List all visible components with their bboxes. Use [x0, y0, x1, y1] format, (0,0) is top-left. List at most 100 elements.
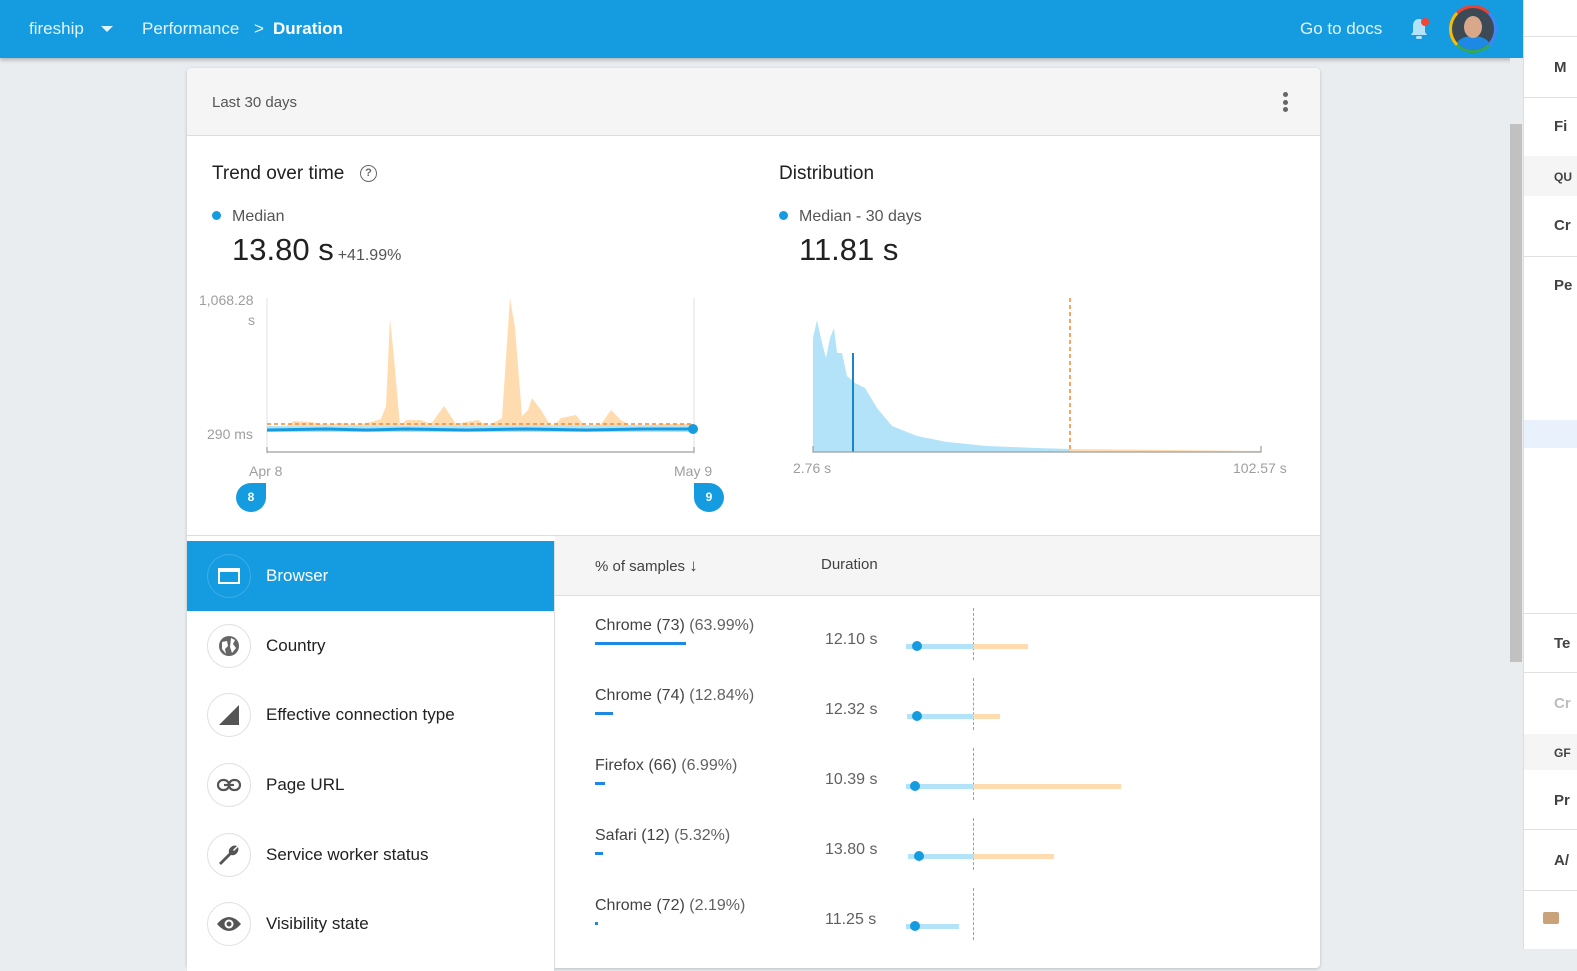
dimension-label: Country — [266, 635, 326, 655]
row-duration: 10.39 s — [825, 771, 878, 788]
panel-section-header: GF — [1554, 746, 1571, 760]
share-bar — [595, 852, 603, 855]
help-icon[interactable]: ? — [360, 165, 377, 182]
panel-item[interactable]: Te — [1554, 635, 1571, 652]
table-row[interactable]: Chrome (72) (2.19%) 11.25 s — [555, 888, 1320, 958]
panel-item[interactable]: Cr — [1554, 695, 1571, 712]
y-axis-max-unit: s — [248, 312, 255, 328]
distribution-tail — [1070, 449, 1261, 452]
threshold-line — [973, 818, 974, 870]
distribution-legend: Median - 30 days — [779, 208, 922, 226]
row-name: Chrome (73) — [595, 617, 685, 634]
table-row[interactable]: Chrome (74) (12.84%) 12.32 s — [555, 678, 1320, 748]
panel-item[interactable]: A/ — [1554, 852, 1569, 869]
dimension-service-worker-status[interactable]: Service worker status — [187, 820, 554, 890]
distribution-x-max: 102.57 s — [1233, 460, 1287, 476]
row-label: Chrome (74) (12.84%) — [595, 687, 754, 705]
share-bar — [595, 922, 599, 925]
median-range-bar — [906, 644, 974, 649]
breadcrumb-performance[interactable]: Performance — [142, 19, 240, 38]
eye-icon — [207, 902, 251, 947]
performance-card: Last 30 days Trend over time ? Median 13… — [187, 68, 1320, 971]
panel-item[interactable]: Fi — [1554, 118, 1568, 135]
dimension-label: Service worker status — [266, 844, 429, 864]
row-label: Chrome (72) (2.19%) — [595, 897, 745, 915]
threshold-line — [973, 608, 974, 660]
breadcrumb-duration: Duration — [273, 19, 343, 38]
range-start-handle[interactable]: 8 — [236, 483, 266, 512]
row-duration: 12.32 s — [825, 701, 878, 718]
top-app-bar: fireship Performance > Duration Go to do… — [0, 0, 1523, 58]
table-row[interactable]: Chrome (73) (63.99%) 12.10 s — [555, 608, 1320, 678]
trend-value: 13.80 s +41.99% — [232, 232, 401, 268]
go-to-docs-link[interactable]: Go to docs — [1300, 19, 1383, 38]
dimension-page-url[interactable]: Page URL — [187, 750, 554, 820]
panel-item[interactable]: Pe — [1554, 277, 1573, 294]
trend-chart — [266, 298, 698, 454]
row-name: Chrome (72) — [595, 897, 685, 914]
table-header: % of samples ↓ Duration — [555, 536, 1320, 596]
median-dot — [914, 851, 924, 861]
distribution-value: 11.81 s — [799, 232, 899, 267]
chevron-down-icon[interactable] — [101, 26, 113, 32]
row-duration: 13.80 s — [825, 841, 878, 858]
notification-bell-icon[interactable] — [1408, 17, 1430, 41]
scrollbar-thumb[interactable] — [1510, 124, 1522, 662]
p75-range-bar — [974, 644, 1028, 649]
dimension-effective-connection-type[interactable]: Effective connection type — [187, 680, 554, 750]
p75-area — [267, 298, 694, 432]
trend-legend: Median — [212, 208, 284, 226]
browser-window-icon — [207, 554, 251, 598]
range-slider-track — [266, 447, 695, 453]
row-label: Firefox (66) (6.99%) — [595, 757, 737, 775]
row-percent: (6.99%) — [681, 757, 738, 774]
distribution-x-min: 2.76 s — [793, 460, 832, 476]
dimension-label: Visibility state — [266, 914, 369, 934]
dimension-label: Browser — [266, 566, 329, 585]
y-axis-min: 290 ms — [207, 426, 253, 442]
dimension-label: Page URL — [266, 775, 345, 795]
globe-icon — [207, 623, 251, 668]
dimension-country[interactable]: Country — [187, 611, 554, 681]
project-selector[interactable]: fireship — [29, 19, 84, 38]
row-duration: 12.10 s — [825, 631, 878, 648]
dimension-browser[interactable]: Browser — [187, 541, 554, 611]
panel-item[interactable]: M — [1554, 59, 1567, 76]
samples-header-label: % of samples — [595, 558, 686, 575]
link-icon — [207, 763, 251, 808]
distribution-area — [813, 320, 1070, 452]
panel-item[interactable]: Pr — [1554, 792, 1570, 809]
trend-change: +41.99% — [337, 247, 402, 264]
range-end-handle[interactable]: 9 — [694, 483, 724, 512]
row-name: Chrome (74) — [595, 687, 685, 704]
table-row[interactable]: Firefox (66) (6.99%) 10.39 s — [555, 748, 1320, 818]
row-label: Safari (12) (5.32%) — [595, 827, 730, 845]
samples-column-header[interactable]: % of samples ↓ — [595, 556, 698, 576]
panel-item[interactable]: Cr — [1554, 217, 1571, 234]
median-range-bar — [907, 714, 974, 719]
median-range-bar — [906, 784, 974, 789]
duration-column-header: Duration — [821, 556, 878, 573]
threshold-line — [973, 748, 974, 800]
x-axis-end: May 9 — [674, 463, 713, 479]
signal-icon — [207, 693, 251, 738]
dimension-visibility-state[interactable]: Visibility state — [187, 889, 554, 959]
trend-legend-label: Median — [232, 208, 285, 225]
x-axis-start: Apr 8 — [249, 463, 283, 479]
median-range-bar — [908, 854, 974, 859]
date-range-label: Last 30 days — [212, 94, 298, 111]
user-avatar[interactable] — [1449, 5, 1497, 53]
more-options-icon[interactable] — [1281, 92, 1289, 114]
table-row[interactable]: Safari (12) (5.32%) 13.80 s — [555, 818, 1320, 888]
row-label: Chrome (73) (63.99%) — [595, 617, 754, 635]
right-side-panel: M Fi QU Cr Pe Te Cr GF Pr A/ — [1523, 0, 1577, 949]
p75-range-bar — [974, 714, 1000, 719]
median-dot — [912, 641, 922, 651]
share-bar — [595, 782, 605, 785]
dimension-label: Effective connection type — [266, 705, 455, 725]
share-bar — [595, 642, 686, 645]
sort-down-arrow-icon: ↓ — [689, 556, 698, 575]
distribution-legend-label: Median - 30 days — [799, 208, 922, 225]
trend-title: Trend over time — [212, 163, 345, 184]
p75-range-bar — [974, 854, 1054, 859]
